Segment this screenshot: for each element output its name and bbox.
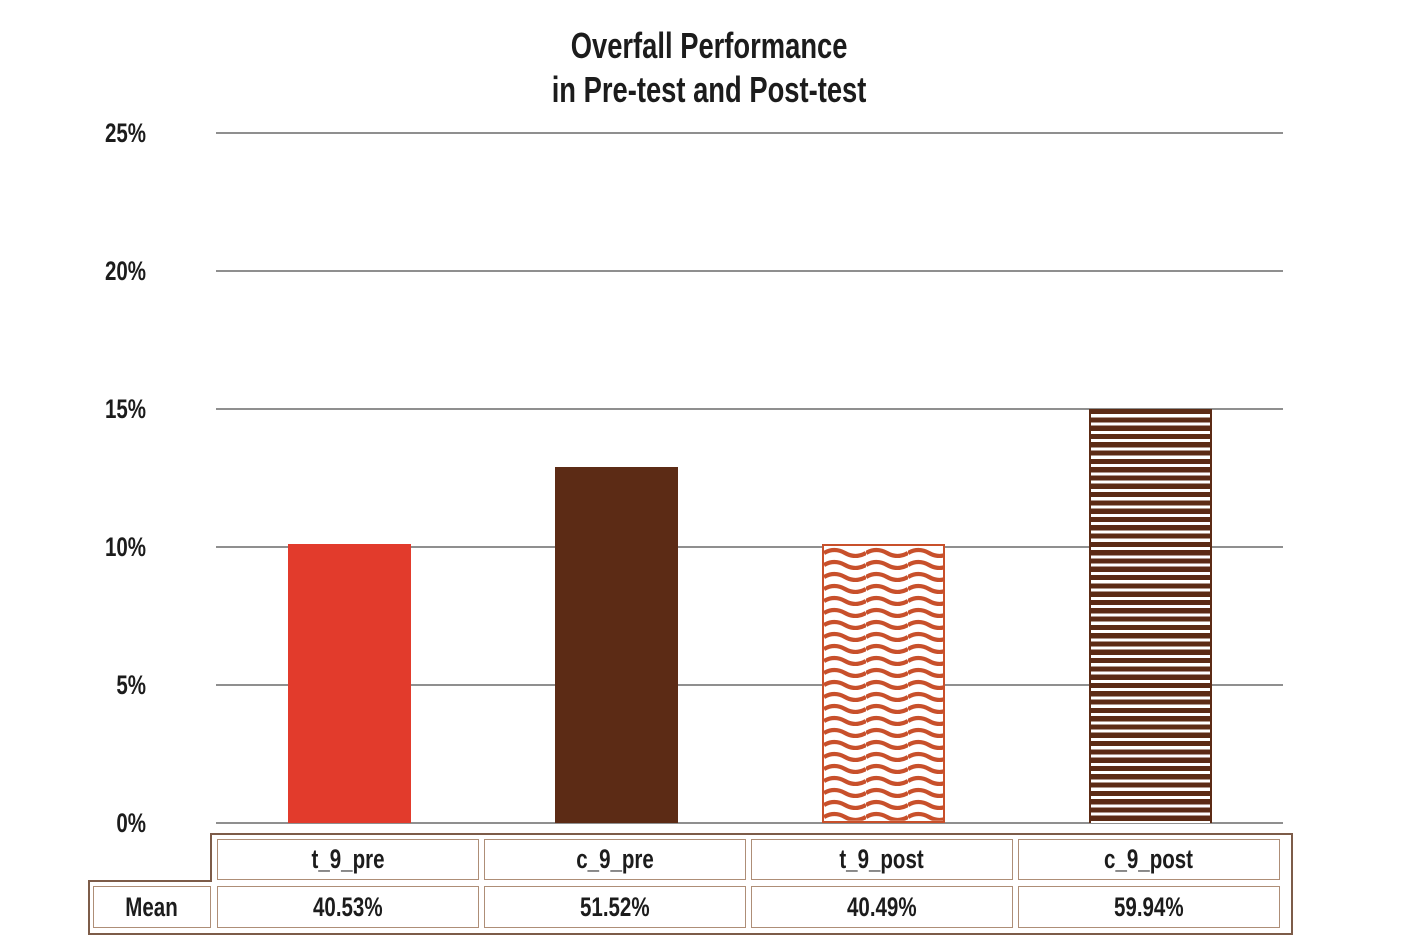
table-header-cell-c_9_pre: c_9_pre xyxy=(484,839,746,880)
bar-t_9_post xyxy=(822,544,945,823)
gridline-10% xyxy=(216,546,1283,548)
ytick-label-0%: 0% xyxy=(116,808,146,838)
table-value-cell-t_9_pre: 40.53% xyxy=(217,886,479,928)
chart-title-line-2: in Pre-test and Post-test xyxy=(551,69,867,110)
ytick-label-10%: 10% xyxy=(104,532,146,562)
gridline-0% xyxy=(216,822,1283,824)
table-value-cell-c_9_pre: 51.52% xyxy=(484,886,746,928)
wave-pattern-fill xyxy=(824,546,943,821)
gridline-20% xyxy=(216,270,1283,272)
bar-t_9_pre xyxy=(288,544,411,823)
table-row-label-mean: Mean xyxy=(93,886,211,928)
ytick-label-5%: 5% xyxy=(116,670,146,700)
table-value-cell-t_9_post: 40.49% xyxy=(751,886,1013,928)
gridline-5% xyxy=(216,684,1283,686)
ytick-label-15%: 15% xyxy=(104,394,146,424)
table-header-cell-t_9_post: t_9_post xyxy=(751,839,1013,880)
ytick-label-20%: 20% xyxy=(104,256,146,286)
bar-c_9_pre xyxy=(555,466,678,823)
table-header-cell-c_9_post: c_9_post xyxy=(1018,839,1280,880)
chart-title-line-1: Overfall Performance xyxy=(570,25,848,66)
gridline-25% xyxy=(216,132,1283,134)
table-header-cell-t_9_pre: t_9_pre xyxy=(217,839,479,880)
ytick-label-25%: 25% xyxy=(104,118,146,148)
table-value-cell-c_9_post: 59.94% xyxy=(1018,886,1280,928)
bar-c_9_post xyxy=(1089,409,1212,823)
chart-title: Overfall Performance in Pre-test and Pos… xyxy=(0,24,1418,112)
gridline-15% xyxy=(216,408,1283,410)
